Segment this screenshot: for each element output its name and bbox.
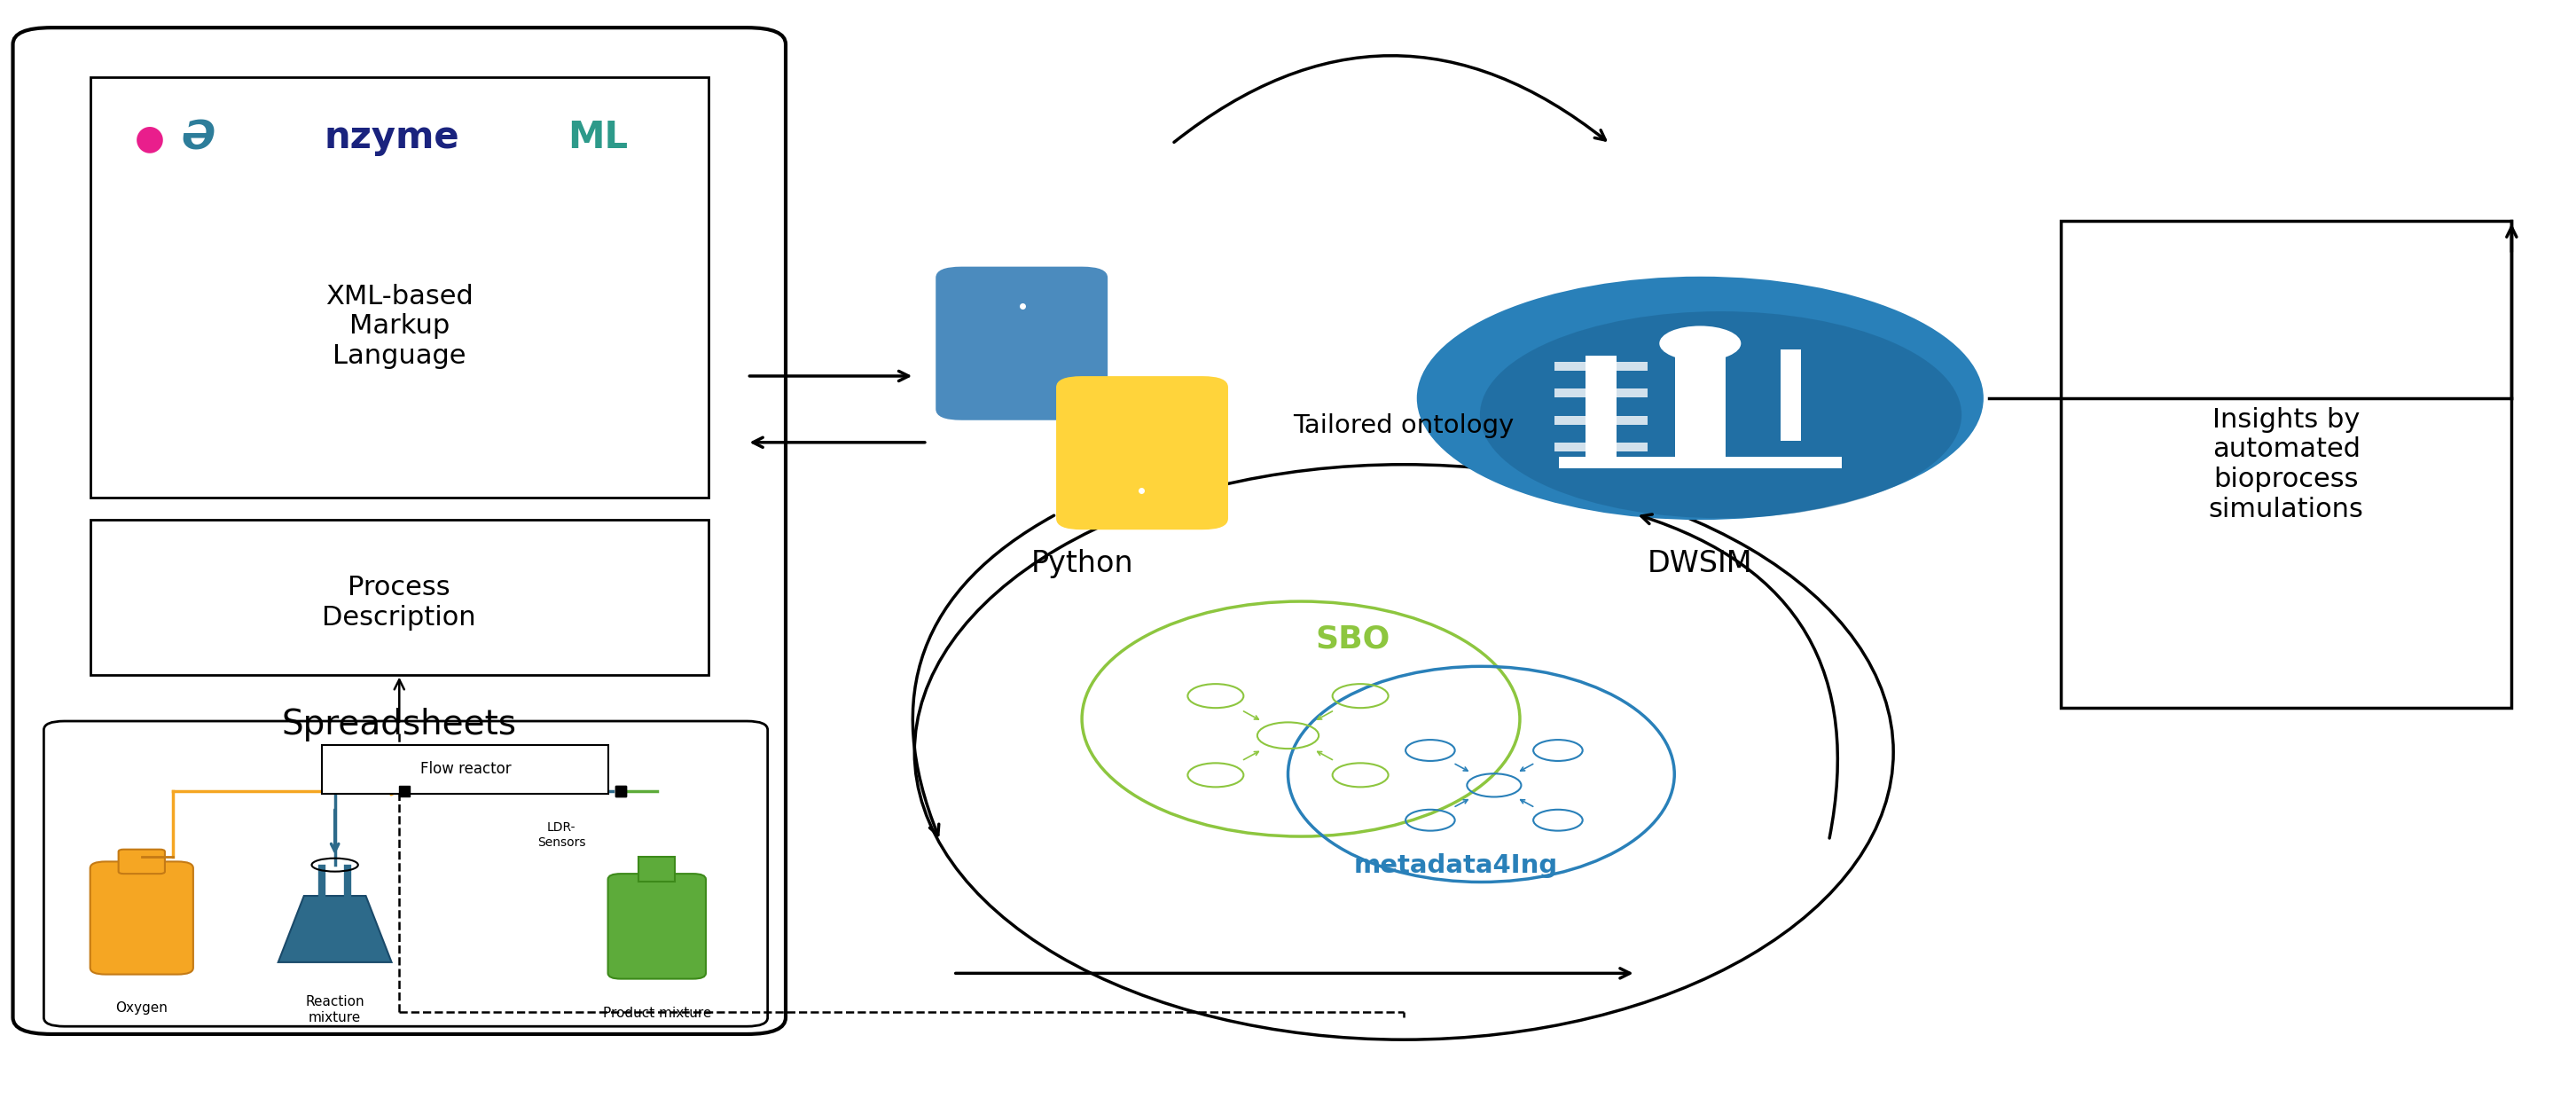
Text: Flow reactor: Flow reactor: [420, 761, 513, 776]
FancyBboxPatch shape: [90, 77, 708, 498]
FancyBboxPatch shape: [118, 849, 165, 874]
Polygon shape: [278, 896, 392, 962]
FancyBboxPatch shape: [1674, 332, 1726, 465]
Circle shape: [1481, 312, 1963, 518]
FancyBboxPatch shape: [1556, 442, 1649, 451]
Text: Tailored ontology: Tailored ontology: [1293, 414, 1515, 438]
Text: DWSIM: DWSIM: [1649, 550, 1752, 578]
FancyBboxPatch shape: [1056, 376, 1229, 530]
FancyBboxPatch shape: [1558, 457, 1842, 469]
Text: Insights by
automated
bioprocess
simulations: Insights by automated bioprocess simulat…: [2208, 407, 2365, 522]
Text: Product mixture: Product mixture: [603, 1006, 711, 1020]
FancyBboxPatch shape: [1556, 362, 1649, 371]
Text: ●: ●: [134, 122, 165, 155]
Text: XML-based
Markup
Language: XML-based Markup Language: [325, 283, 474, 369]
Ellipse shape: [914, 465, 1893, 1040]
Circle shape: [1659, 326, 1741, 361]
FancyBboxPatch shape: [1556, 389, 1649, 398]
Text: ML: ML: [567, 118, 629, 156]
FancyBboxPatch shape: [90, 862, 193, 974]
Text: SBO: SBO: [1314, 624, 1391, 654]
FancyBboxPatch shape: [44, 721, 768, 1026]
FancyBboxPatch shape: [90, 520, 708, 675]
FancyBboxPatch shape: [608, 874, 706, 979]
FancyBboxPatch shape: [639, 857, 675, 881]
FancyBboxPatch shape: [935, 267, 1108, 420]
Circle shape: [956, 278, 1090, 335]
FancyBboxPatch shape: [1556, 416, 1649, 425]
Circle shape: [1074, 461, 1208, 519]
FancyBboxPatch shape: [2061, 221, 2512, 708]
Text: Oxygen: Oxygen: [116, 1001, 167, 1014]
Text: Reaction
mixture: Reaction mixture: [307, 995, 363, 1024]
Text: Spreadsheets: Spreadsheets: [281, 708, 518, 741]
FancyBboxPatch shape: [1587, 356, 1618, 459]
Text: metadata4Ing: metadata4Ing: [1352, 853, 1558, 878]
Text: Ə: Ə: [180, 119, 216, 157]
Text: Process
Description: Process Description: [322, 575, 477, 630]
FancyBboxPatch shape: [322, 745, 608, 794]
Text: nzyme: nzyme: [325, 118, 459, 156]
FancyBboxPatch shape: [13, 28, 786, 1034]
Circle shape: [1417, 276, 1984, 520]
Text: LDR-
Sensors: LDR- Sensors: [538, 822, 585, 848]
Text: Python: Python: [1030, 550, 1133, 578]
FancyBboxPatch shape: [1780, 349, 1801, 440]
